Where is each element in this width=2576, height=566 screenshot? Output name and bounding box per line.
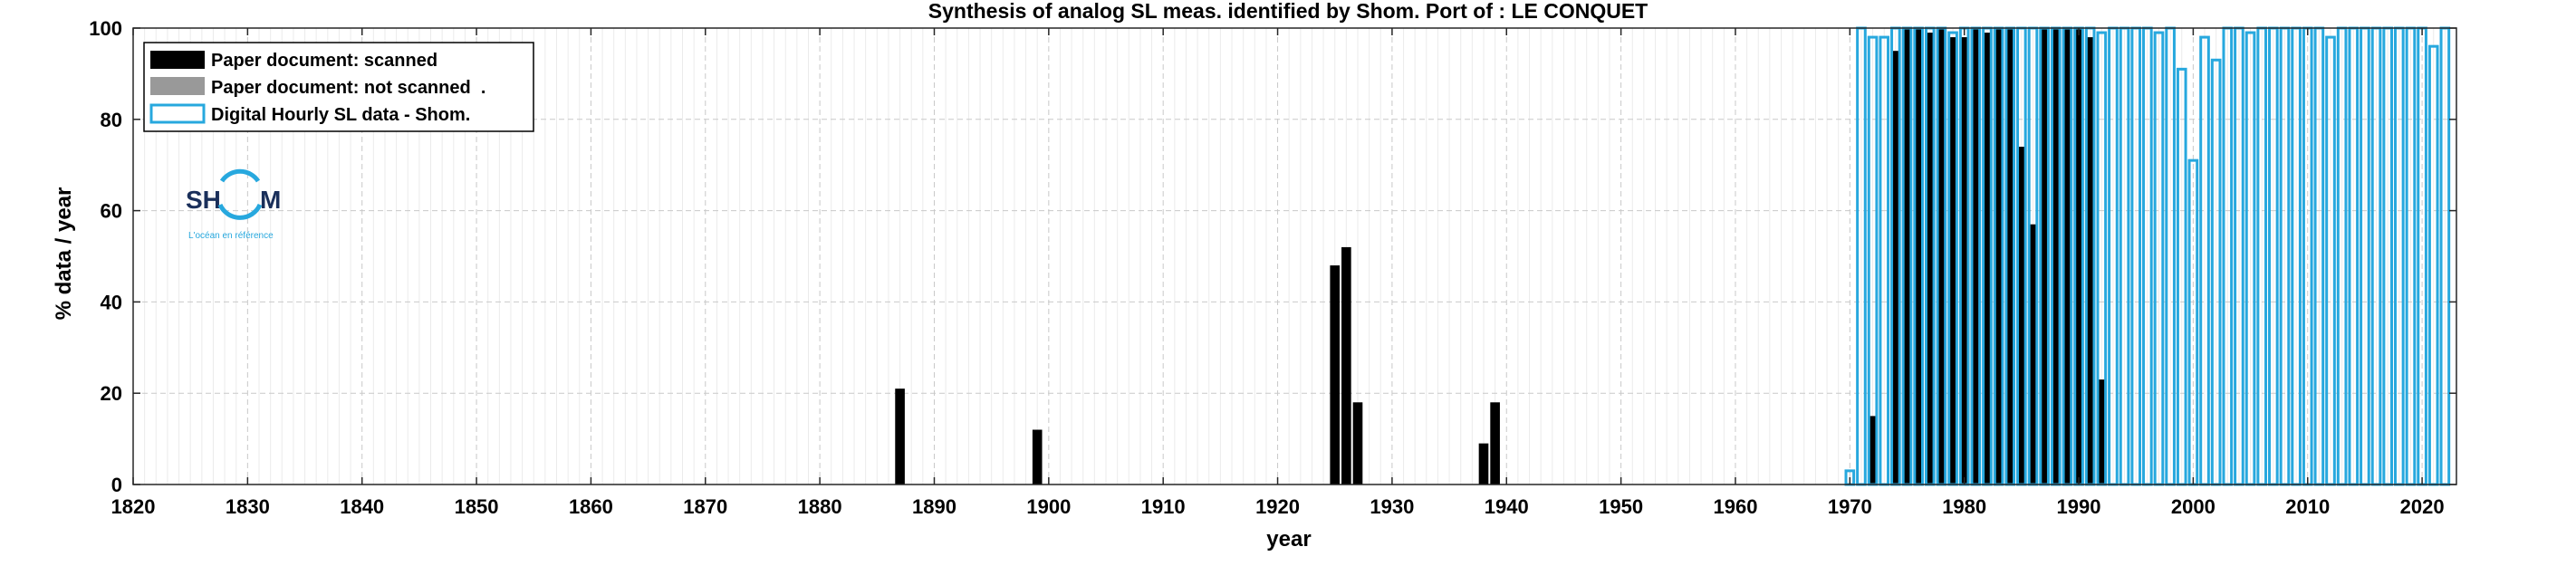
- bar-scanned: [2039, 28, 2050, 484]
- bar-scanned: [2062, 28, 2072, 484]
- bar-scanned: [1925, 33, 1936, 484]
- bar-scanned: [1913, 28, 1924, 484]
- x-tick-label: 1880: [798, 495, 842, 518]
- legend-swatch-scanned: [150, 51, 205, 69]
- legend-box: [143, 42, 534, 132]
- logo-ring-lower: [217, 203, 263, 220]
- bar-scanned: [1868, 416, 1878, 484]
- bar-scanned: [1890, 51, 1901, 484]
- bar-scanned: [2028, 224, 2038, 484]
- bar-scanned: [895, 389, 905, 484]
- x-tick-label: 1870: [683, 495, 727, 518]
- legend-label-scanned: Paper document: scanned: [211, 51, 437, 71]
- bar-scanned: [1330, 265, 1341, 484]
- logo-ring: [219, 168, 261, 183]
- shom-logo: SH M L'océan en référence: [186, 168, 281, 241]
- y-tick-label: 60: [101, 200, 122, 223]
- x-tick-label: 1950: [1599, 495, 1643, 518]
- bar-scanned: [1341, 246, 1351, 484]
- x-tick-label: 1990: [2057, 495, 2101, 518]
- bar-scanned: [1478, 443, 1489, 484]
- y-tick-label: 0: [111, 474, 122, 496]
- scanned-bars: [895, 28, 2107, 485]
- x-tick-label: 2010: [2285, 495, 2330, 518]
- y-tick-label: 20: [101, 382, 122, 405]
- x-tick-label: 1850: [455, 495, 499, 518]
- logo-tagline: L'océan en référence: [188, 231, 274, 241]
- axes-frame: [132, 27, 2457, 485]
- bar-scanned: [2073, 28, 2084, 484]
- x-tick-label: 1980: [1942, 495, 1986, 518]
- bar-scanned: [1032, 429, 1043, 484]
- bar-scanned: [1490, 402, 1500, 484]
- bar-scanned: [1352, 402, 1363, 484]
- x-tick-label: 1960: [1713, 495, 1757, 518]
- x-tick-label: 1840: [340, 495, 384, 518]
- x-tick-label: 2000: [2171, 495, 2216, 518]
- bar-scanned: [1902, 28, 1912, 484]
- x-tick-labels: 1820 1830 1840 1850 1860 1870 1880 1890 1900 1910…: [111, 495, 2445, 518]
- legend-swatch-digital: [149, 103, 206, 124]
- x-tick-label: 1830: [226, 495, 270, 518]
- legend: Paper document: scanned Paper document: …: [143, 42, 534, 132]
- bar-scanned: [2096, 379, 2107, 484]
- bar-scanned: [1994, 28, 2004, 484]
- x-tick-label: 1860: [569, 495, 613, 518]
- logo-text-right: M: [260, 186, 281, 214]
- x-tick-label: 2020: [2400, 495, 2445, 518]
- x-tick-label: 1820: [111, 495, 156, 518]
- legend-swatch-not-scanned: [150, 77, 205, 95]
- x-axis-label: year: [1266, 527, 1311, 552]
- axes: [132, 27, 2457, 485]
- chart-title: Synthesis of analog SL meas. identified …: [928, 0, 1648, 23]
- bar-scanned: [1959, 37, 1969, 485]
- logo-text-left: SH: [186, 186, 221, 214]
- y-tick-label: 80: [101, 109, 122, 131]
- bar-scanned: [1947, 37, 1958, 485]
- bar-scanned: [1970, 28, 1981, 484]
- x-tick-label: 1920: [1255, 495, 1300, 518]
- x-tick-label: 1930: [1370, 495, 1414, 518]
- legend-label-not-scanned: Paper document: not scanned .: [211, 78, 485, 98]
- x-tick-label: 1890: [912, 495, 956, 518]
- bar-scanned: [1982, 33, 1993, 484]
- bar-scanned: [1937, 28, 1946, 484]
- y-axis-label: % data / year: [52, 187, 76, 321]
- x-tick-label: 1900: [1026, 495, 1071, 518]
- y-tick-label: 100: [89, 17, 122, 40]
- bar-scanned: [2016, 147, 2027, 485]
- bar-scanned: [2085, 37, 2095, 485]
- x-tick-label: 1910: [1141, 495, 1186, 518]
- x-tick-label: 1970: [1828, 495, 1872, 518]
- bar-scanned: [2004, 28, 2015, 484]
- bar-scanned: [2051, 28, 2062, 484]
- legend-label-digital: Digital Hourly SL data - Shom.: [211, 105, 470, 125]
- y-tick-labels: 0 20 40 60 80 100: [89, 17, 122, 496]
- x-tick-label: 1940: [1485, 495, 1529, 518]
- y-tick-label: 40: [101, 291, 122, 313]
